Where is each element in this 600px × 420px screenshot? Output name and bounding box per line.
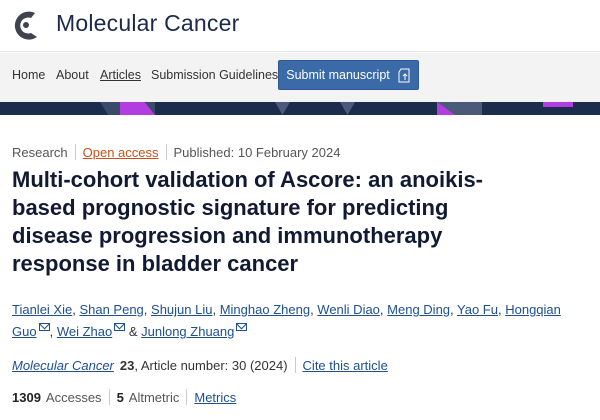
author-list: Tianlei Xie, Shan Peng, Shujun Liu, Ming… <box>12 302 561 339</box>
author-link[interactable]: Meng Ding <box>387 302 451 317</box>
altmetric-label: Altmetric <box>128 389 180 405</box>
volume: 23 <box>119 357 135 373</box>
article-title: Multi-cohort validation of Ascore: an an… <box>12 167 484 276</box>
article-type: Research <box>12 144 68 160</box>
author-link[interactable]: Shujun Liu <box>151 302 213 317</box>
site-header: Molecular Cancer <box>0 0 600 52</box>
journal-link[interactable]: Molecular Cancer <box>12 357 114 373</box>
nav-about[interactable]: About <box>56 68 89 82</box>
metrics-link[interactable]: Metrics <box>194 389 237 405</box>
nav-home[interactable]: Home <box>12 68 46 82</box>
article-meta: Research Open access Published: 10 Febru… <box>12 144 340 160</box>
author-link[interactable]: Tianlei Xie <box>12 302 73 317</box>
accesses-count: 1309 <box>12 389 41 405</box>
main-nav: Home About Articles Submission Guideline… <box>0 53 600 102</box>
author-link[interactable]: Hongqian Guo <box>12 302 561 339</box>
upload-document-icon <box>398 68 410 82</box>
submit-manuscript-button[interactable]: Submit manuscript <box>278 60 419 90</box>
nav-submission-guidelines[interactable]: Submission Guidelines <box>151 68 279 82</box>
email-icon[interactable] <box>38 323 50 331</box>
author-link[interactable]: Minghao Zheng <box>219 302 311 317</box>
author-link[interactable]: Shan Peng <box>79 302 144 317</box>
open-access-link[interactable]: Open access <box>82 144 159 160</box>
cite-article-link[interactable]: Cite this article <box>302 357 388 373</box>
author-link[interactable]: Junlong Zhuang <box>141 324 235 339</box>
published-date: Published: 10 February 2024 <box>173 144 341 160</box>
author-link[interactable]: Wenli Diao <box>317 302 380 317</box>
submit-label: Submit manuscript <box>286 68 390 82</box>
decorative-banner <box>0 102 600 115</box>
citation-line: Molecular Cancer 23 , Article number: 30… <box>12 357 388 373</box>
article-stats: 1309 Accesses 5 Altmetric Metrics <box>12 389 236 405</box>
author-link[interactable]: Wei Zhao <box>56 324 113 339</box>
email-icon[interactable] <box>236 323 248 331</box>
journal-logo-icon[interactable] <box>11 9 43 41</box>
nav-articles[interactable]: Articles <box>100 68 141 82</box>
journal-title[interactable]: Molecular Cancer <box>56 10 240 36</box>
accesses-label: Accesses <box>45 389 102 405</box>
email-icon[interactable] <box>114 323 126 331</box>
article-number: , Article number: 30 (2024) <box>134 357 288 373</box>
altmetric-count: 5 <box>116 389 124 405</box>
author-link[interactable]: Yao Fu <box>457 302 498 317</box>
